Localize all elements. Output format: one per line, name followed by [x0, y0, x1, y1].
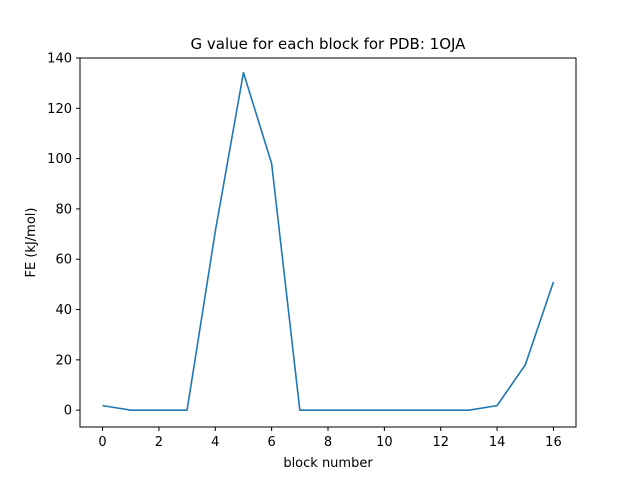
- x-tick-label: 0: [98, 435, 106, 450]
- plot-frame: [79, 57, 577, 428]
- x-tick-label: 10: [376, 435, 393, 450]
- y-tick-label: 120: [47, 102, 72, 117]
- x-axis: 0 2 4 6 8 10 12 14 16: [98, 427, 562, 450]
- y-tick-label: 100: [47, 152, 72, 167]
- y-tick-label: 140: [47, 52, 72, 67]
- x-tick-label: 16: [545, 435, 562, 450]
- x-tick-label: 14: [489, 435, 506, 450]
- x-axis-label: block number: [283, 456, 373, 471]
- y-tick-label: 20: [55, 353, 72, 368]
- x-tick-label: 6: [267, 435, 275, 450]
- y-tick-label: 40: [55, 303, 72, 318]
- x-tick-label: 12: [432, 435, 449, 450]
- series-layer: [102, 71, 555, 411]
- x-tick-label: 2: [155, 435, 163, 450]
- x-tick-label: 8: [324, 435, 332, 450]
- chart-title: G value for each block for PDB: 1OJA: [191, 35, 467, 53]
- series-line: [102, 71, 555, 411]
- y-axis-label: FE (kJ/mol): [24, 208, 39, 278]
- y-axis: 0 20 40 60 80 100 120 140: [47, 52, 80, 419]
- y-tick-label: 60: [55, 253, 72, 268]
- x-tick-label: 4: [211, 435, 219, 450]
- y-tick-label: 0: [64, 404, 72, 419]
- y-tick-label: 80: [55, 202, 72, 217]
